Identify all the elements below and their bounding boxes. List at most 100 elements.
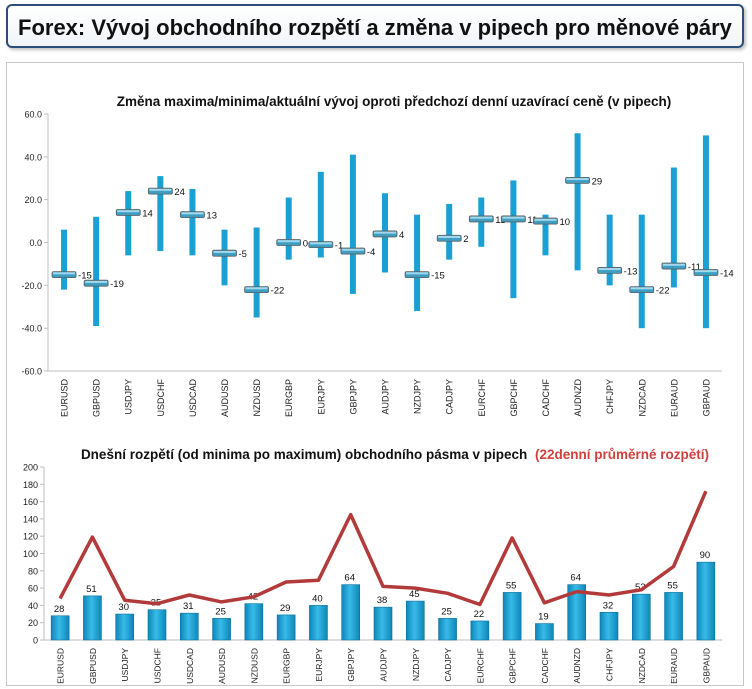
chart1-range-bar: [61, 229, 68, 290]
chart1-range-bar: [638, 214, 645, 329]
chart1-range-bar: [157, 176, 164, 252]
chart2-x-tick-label: NZDCAD: [637, 648, 647, 683]
chart1-data-label: 4: [399, 230, 404, 241]
chart1-current-marker-highlight: [85, 280, 108, 283]
chart1-range-bar: [93, 216, 100, 327]
chart2-y-tick-label: 120: [23, 532, 38, 542]
chart2-x-tick-label: EURGBP: [282, 648, 292, 684]
chart2-data-label: 38: [377, 595, 388, 606]
chart2-x-tick-label: GBPAUD: [701, 648, 711, 683]
chart1-x-tick-label: CHFJPY: [605, 379, 615, 414]
chart1-range-bar: [670, 167, 677, 288]
chart2-x-tick-label: NZDJPY: [411, 648, 421, 681]
chart2-bar: [470, 620, 490, 641]
chart2-bar: [179, 612, 199, 641]
chart1-range-bar: [542, 214, 549, 256]
chart1-x-tick-label: EURUSD: [60, 379, 70, 418]
chart1-x-tick-label: USDJPY: [124, 379, 134, 415]
chart1-x-tick-label: EURCHF: [477, 378, 487, 416]
chart2-bar: [405, 600, 425, 641]
chart1-current-marker-highlight: [406, 272, 429, 275]
chart2-x-tick-label: EURCHF: [475, 648, 485, 683]
chart1-data-label: -13: [624, 266, 638, 277]
chart2-data-label: 28: [54, 604, 65, 615]
chart1-data-label: -1: [335, 241, 343, 252]
chart1-current-marker-highlight: [598, 268, 621, 271]
chart1-data-label: 10: [559, 217, 570, 228]
chart1-current-marker-highlight: [213, 250, 236, 253]
page-title: Forex: Vývoj obchodního rozpětí a změna …: [18, 15, 732, 40]
chart2-x-tick-label: GBPUSD: [88, 648, 98, 684]
chart2-y-tick-label: 140: [23, 514, 38, 524]
chart1-y-tick-label: 40.0: [24, 152, 42, 162]
chart1-x-tick-label: CADCHF: [541, 378, 551, 416]
chart2-x-tick-label: AUDUSD: [217, 648, 227, 684]
chart1-x-tick-label: GBPJPY: [348, 379, 358, 415]
chart2-x-tick-label: EURUSD: [56, 648, 66, 684]
chart2-y-tick-label: 20: [28, 618, 38, 628]
bar-line-chart: 20018016014012010080604020028EURUSD51GBP…: [23, 463, 722, 684]
chart2-y-tick-label: 80: [28, 566, 38, 576]
chart1-data-label: -11: [688, 262, 701, 273]
chart2-bar: [502, 592, 522, 641]
chart2-bar: [212, 618, 231, 641]
chart1-range-bar: [285, 197, 292, 260]
chart1-current-marker-highlight: [53, 272, 76, 275]
chart1-y-tick-label: 60.0: [24, 110, 42, 120]
chart1-range-bar: [253, 227, 260, 318]
chart1-range-bar: [574, 133, 581, 271]
chart2-x-tick-label: EURAUD: [669, 648, 679, 684]
chart1-data-label: 2: [463, 234, 468, 245]
chart1-current-marker-highlight: [117, 210, 140, 213]
chart2-data-label: 32: [603, 600, 614, 611]
chart2-title-suffix: (22denní průměrné rozpětí): [535, 447, 709, 462]
chart2-data-label: 64: [570, 573, 581, 584]
chart2-data-label: 31: [183, 601, 194, 612]
chart1-range-bar: [221, 229, 228, 286]
chart1-x-tick-label: NZDJPY: [413, 379, 423, 414]
chart1-current-marker-highlight: [309, 242, 332, 245]
chart2-bar: [147, 609, 167, 641]
chart1-data-label: 14: [142, 209, 153, 220]
chart1-data-label: 11: [527, 215, 537, 226]
chart2-bar: [50, 615, 70, 641]
chart2-x-tick-label: USDJPY: [120, 648, 130, 682]
chart1-range-bar: [125, 191, 132, 256]
chart2-data-label: 64: [344, 573, 355, 584]
chart1-x-tick-label: EURAUD: [669, 379, 679, 418]
chart2-data-label: 40: [312, 593, 323, 604]
chart1-x-tick-label: USDCHF: [156, 378, 166, 416]
header-banner: Forex: Vývoj obchodního rozpětí a změna …: [6, 4, 744, 48]
chart1-data-label: -14: [720, 268, 734, 279]
chart1-data-label: 24: [174, 187, 185, 198]
chart2-data-label: 53: [635, 582, 646, 593]
chart2-x-tick-label: CADCHF: [540, 648, 550, 683]
chart2-data-label: 55: [667, 580, 678, 591]
chart1-current-marker-highlight: [341, 248, 364, 251]
chart2-average-line: [58, 490, 708, 607]
chart1-data-label: -15: [78, 271, 92, 282]
chart1-x-tick-label: GBPUSD: [92, 379, 102, 418]
chart1-x-tick-label: AUDNZD: [573, 379, 583, 417]
chart1-current-marker-highlight: [694, 270, 717, 273]
chart1-current-marker-highlight: [277, 240, 300, 243]
chart1-x-tick-label: GBPCHF: [509, 379, 519, 417]
chart1-range-bar: [606, 214, 613, 286]
chart1-current-marker-highlight: [245, 287, 268, 290]
chart2-x-tick-label: USDCHF: [153, 648, 163, 683]
chart1-y-tick-label: 20.0: [24, 195, 42, 205]
chart1-range-bar: [446, 203, 453, 260]
chart1-x-tick-label: EURGBP: [284, 379, 294, 417]
chart1-current-marker-highlight: [534, 218, 557, 221]
chart1-x-tick-label: CADJPY: [445, 379, 455, 415]
chart1-data-label: -22: [271, 286, 285, 297]
chart1-data-label: -22: [656, 286, 670, 297]
chart1-range-bar: [510, 180, 517, 299]
chart2-data-label: 29: [280, 603, 291, 614]
chart1-y-tick-label: -20.0: [21, 281, 42, 291]
chart2-bar: [115, 613, 135, 641]
chart2-bar: [83, 595, 102, 641]
chart1-x-tick-label: NZDCAD: [637, 379, 647, 417]
chart2-bar: [631, 593, 651, 641]
chart2-x-tick-label: CADJPY: [443, 648, 453, 682]
